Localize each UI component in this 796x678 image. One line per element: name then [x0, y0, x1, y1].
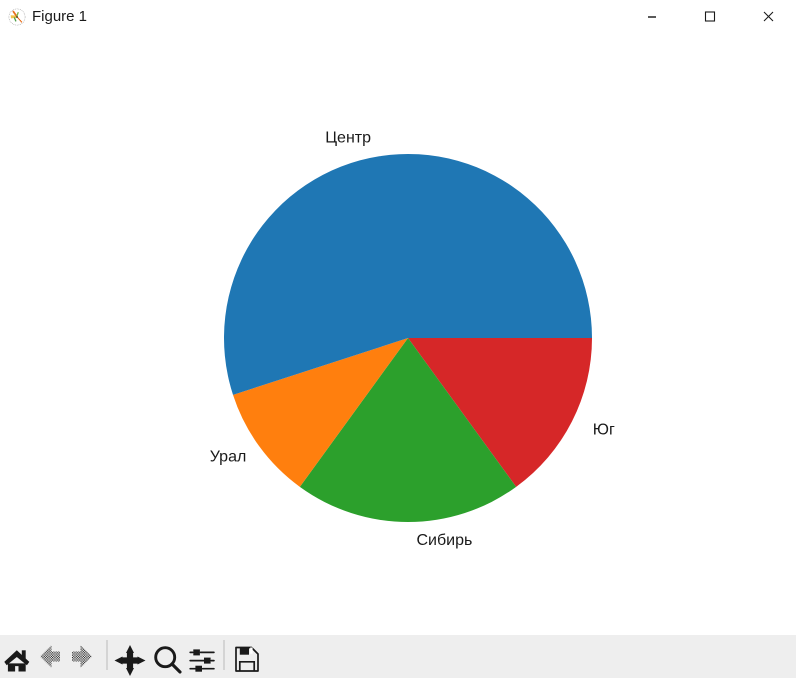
svg-text:Центр: Центр [325, 130, 371, 147]
svg-text:Юг: Юг [593, 421, 615, 438]
svg-text:Урал: Урал [210, 449, 247, 466]
svg-text:Сибирь: Сибирь [417, 532, 473, 549]
